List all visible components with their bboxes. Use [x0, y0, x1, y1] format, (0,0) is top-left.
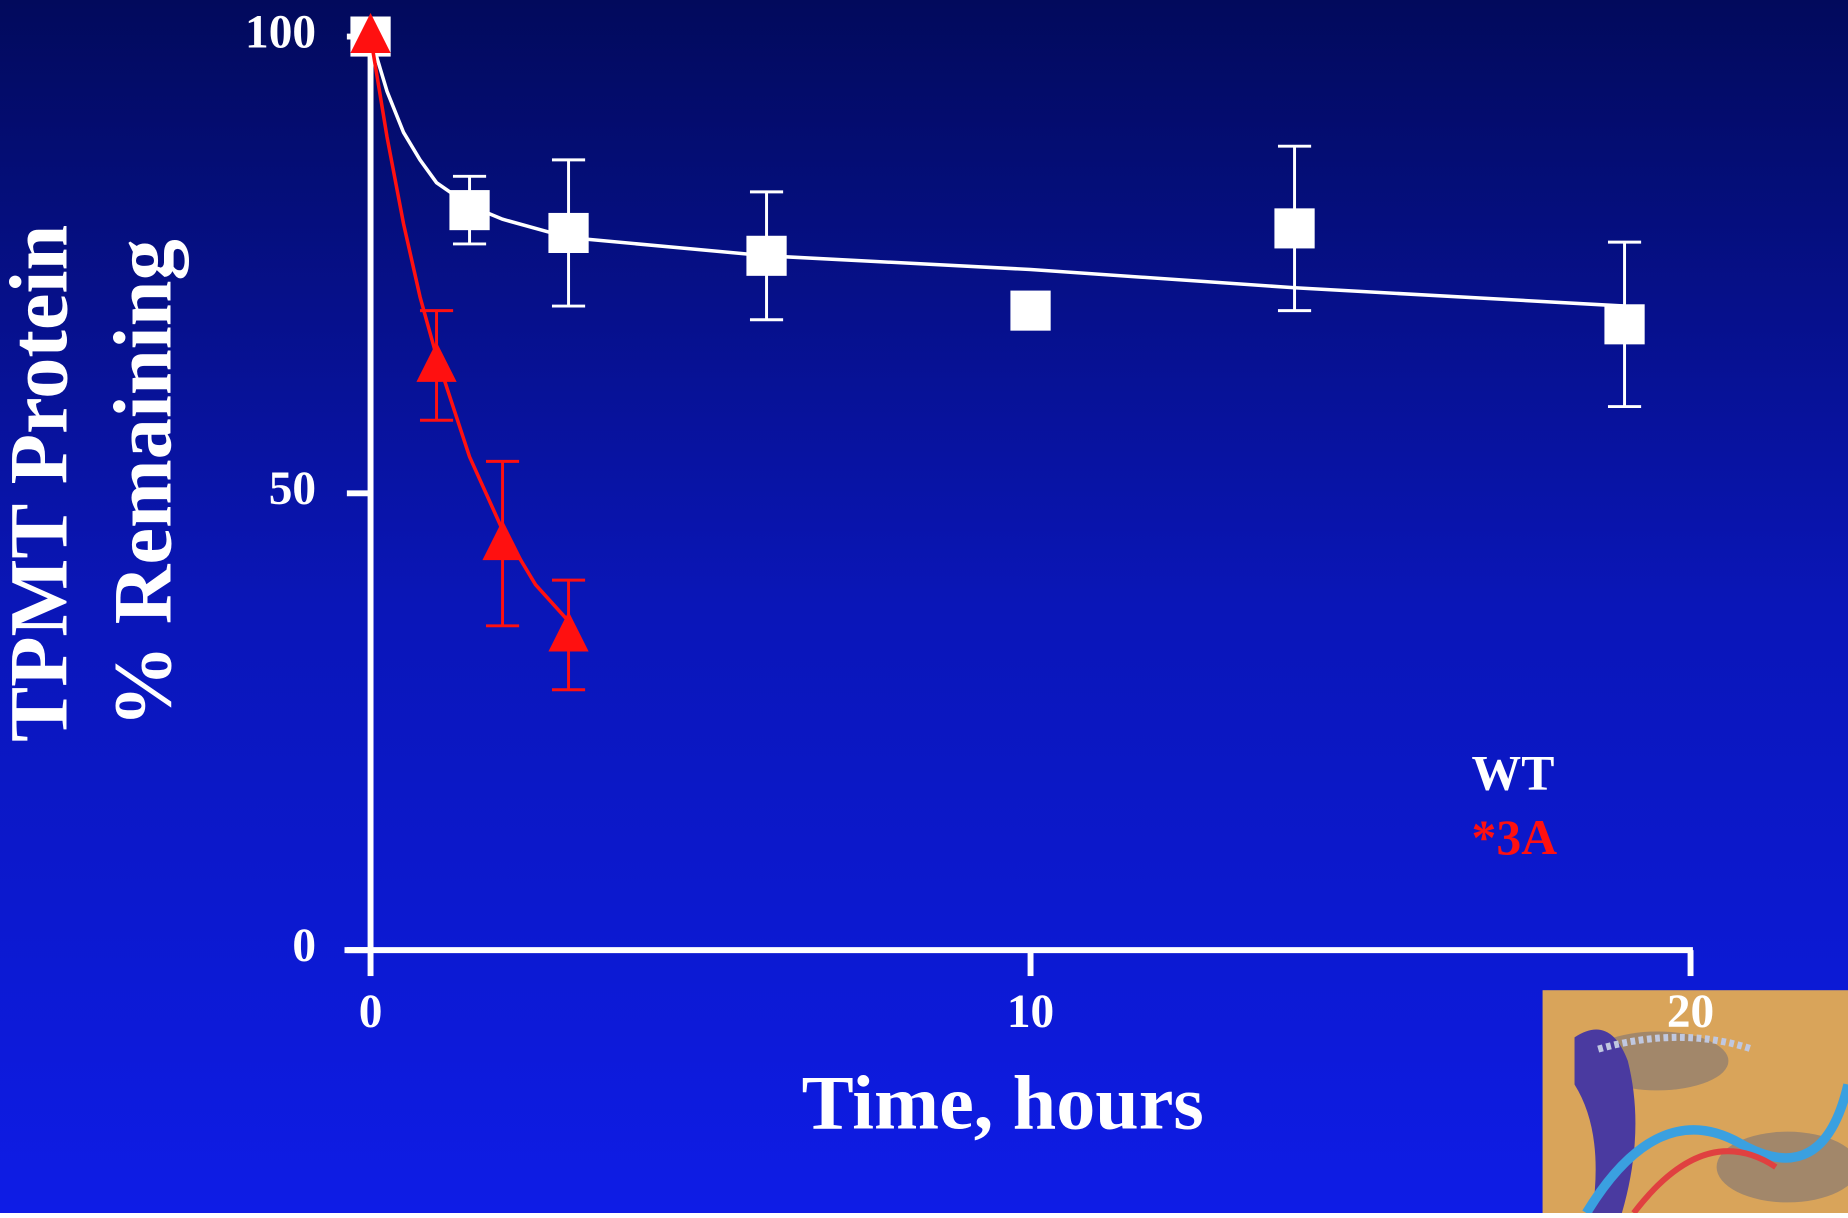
marker: [1010, 290, 1051, 331]
y-axis-title: TPMT Protein: [0, 225, 84, 742]
marker: [746, 235, 787, 276]
x-tick-label: 0: [359, 986, 383, 1038]
y-tick-label: 100: [245, 6, 316, 58]
x-tick-label: 20: [1667, 986, 1714, 1038]
x-tick-label: 10: [1007, 986, 1054, 1038]
y-axis-title: % Remaining: [96, 239, 188, 727]
marker: [449, 190, 490, 231]
marker: [548, 611, 589, 652]
legend-label: *3A: [1472, 810, 1558, 865]
marker: [548, 212, 589, 254]
legend: WT *3A: [1472, 745, 1558, 865]
inset-picture: [1542, 990, 1848, 1216]
marker: [350, 12, 391, 54]
y-tick-label: 50: [269, 463, 316, 515]
marker: [1274, 208, 1315, 249]
marker: [416, 341, 457, 382]
marker: [482, 520, 523, 561]
x-axis-title: Time, hours: [802, 1059, 1204, 1145]
marker: [1604, 304, 1645, 345]
y-tick-label: 0: [292, 920, 316, 972]
legend-label: WT: [1472, 745, 1555, 800]
